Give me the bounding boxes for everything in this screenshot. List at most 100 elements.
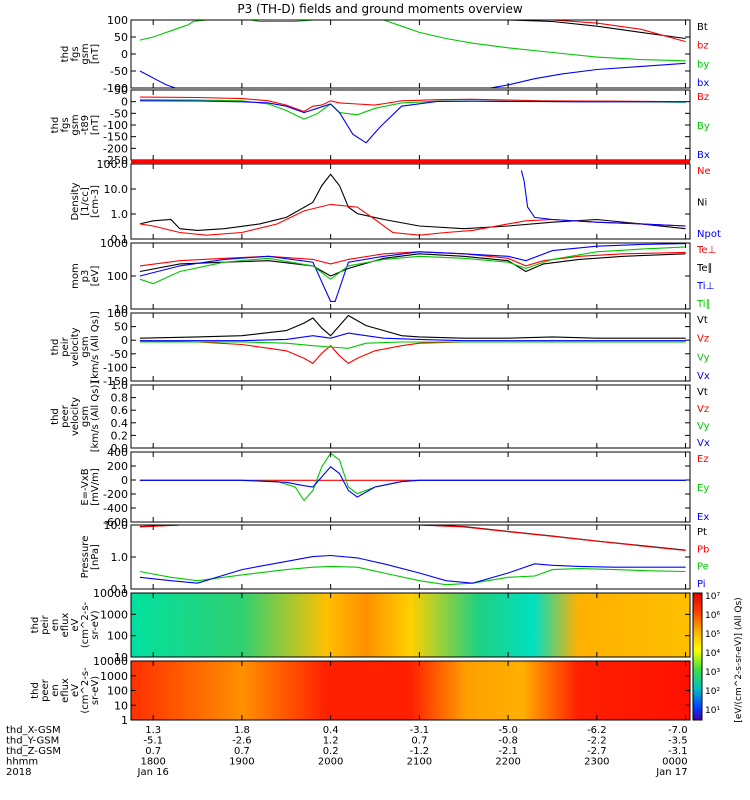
y-tick-label: 10.0 [104,183,129,196]
y-axis-label-line: mom [70,263,81,289]
y-tick-label: -100 [103,82,128,95]
legend-entry: Ey [697,483,709,494]
series-line-red [139,19,686,43]
y-tick-label: 10 [114,699,128,712]
series-line-blue [520,170,686,227]
y-tick-label: 0 [121,474,128,487]
y-tick-label: 0 [121,96,128,109]
panel-frame [130,524,691,590]
y-axis-label-line: eflux [60,613,71,638]
y-axis-label-line: Pressure [80,536,91,579]
y-tick-label: 1.0 [111,208,129,221]
y-axis-label-line: en [50,619,61,632]
y-axis-label-line: gsm [80,406,91,427]
series-line-green [139,565,686,586]
legend-entry: Pe [697,562,709,573]
y-axis-label-line: [km/s (All Qs)] [90,381,101,453]
legend-entry: Bz [697,92,709,103]
legend-entry: Npot [697,229,721,240]
y-axis-label-line: eV [70,618,81,631]
x-row-value: 2200 [495,757,520,768]
x-row-label: thd_Z-GSM [6,746,61,757]
x-row-value: Jan 17 [655,767,687,778]
panel-temperature: 1000 100 10 mom p3 [eV] Te⊥ Te∥ Ti⊥ Ti∥ [70,237,716,316]
y-tick-label: 10 [114,303,128,316]
y-tick-label: 1.0 [111,379,129,392]
x-row-value: -2.2 [587,736,607,747]
series-line-blue [139,554,686,584]
x-row-value: -2.1 [498,746,518,757]
y-tick-label: 100.0 [97,158,129,171]
legend-entry: Vz [697,334,709,345]
y-axis-label-line: thd [60,46,71,63]
x-row-value: 2000 [318,757,343,768]
legend-entry: By [697,121,710,132]
y-axis-label-line: [nT] [90,44,101,64]
x-row-value: 0.2 [323,746,339,757]
series-line-blue [139,466,686,498]
x-row-value: -1.2 [410,746,430,757]
y-axis-label-line: (cm^2-s- [80,601,91,648]
y-axis-label-line: fgs [70,46,81,61]
y-tick-label: 0.6 [111,404,129,417]
y-tick-label: -50 [110,65,128,78]
y-axis-label-line: [eV] [90,266,101,287]
legend-entry: Ez [697,454,709,465]
y-axis-label-line: [1/cc] [80,187,91,216]
x-row-value: 1800 [140,757,165,768]
x-row-label: hhmm [6,757,38,768]
legend-entry: Ti∥ [696,299,711,310]
x-row-value: 0.4 [323,725,339,736]
y-axis-label-line: p3 [80,270,91,283]
x-row-value: 0.7 [145,746,161,757]
legend-entry: Ni [697,198,707,209]
legend-entry: Vt [697,387,708,398]
y-tick-label: 0 [121,334,128,347]
y-tick-label: 0.8 [111,392,129,405]
x-row-label: thd_X-GSM [6,725,61,736]
y-tick-label: -100 [103,361,128,374]
x-row-value: -3.1 [410,725,430,736]
x-row-value: -3.1 [668,746,688,757]
x-row-value: 0000 [662,757,687,768]
series-line-red [139,96,686,113]
y-tick-label: -50 [110,348,128,361]
x-row-value: -2.7 [587,746,607,757]
y-axis-label-line: gsm [80,336,91,357]
series-line-black [139,253,686,277]
y-axis-label-line: Density [70,182,81,220]
y-axis-label-line: thd [50,408,61,425]
y-tick-label: -250 [103,154,128,167]
x-row-value: -6.2 [587,725,607,736]
legend-entry: Bt [697,22,708,33]
spectrogram-image [131,661,690,720]
series-line-black [139,524,686,551]
y-axis-label-line: [cm-3] [90,185,101,218]
legend-entry: Ti⊥ [696,281,714,292]
y-axis-label-line: [nT] [90,115,101,135]
y-tick-label: 50 [114,321,128,334]
panel-pressure: 10.0 1.0 0.1 Pressure [nPa] Pt Pb Pe Pi [80,519,709,596]
legend-entry: Vz [697,404,709,415]
colorbar-tick-label: 10⁴ [705,649,720,659]
y-axis-label-line: en [50,684,61,697]
legend-entry: Vx [697,438,710,449]
y-axis-label-line: thd [30,682,41,699]
legend-entry: Vy [697,352,710,363]
x-row-label: 2018 [6,767,31,778]
y-axis-label-line: sr-eV) [90,676,101,705]
y-axis-label-line: E=-VxB [80,468,91,505]
y-axis-label-line: [nPa] [90,544,101,570]
panel-frame [130,451,691,523]
colorbar-tick-label: 10³ [705,668,720,678]
colorbar-label: [eV/(cm^2-s-sr-eV)] (All Qs) [734,597,744,722]
series-line-black [139,19,686,40]
y-tick-label: -100 [103,119,128,132]
legend-entry: Vy [697,421,710,432]
colorbar [692,592,703,721]
y-tick-label: 200 [107,460,128,473]
legend-entry: Ne [697,166,711,177]
colorbar-tick-label: 10¹ [705,706,720,716]
colorbar-tick-label: 10⁵ [705,630,720,640]
